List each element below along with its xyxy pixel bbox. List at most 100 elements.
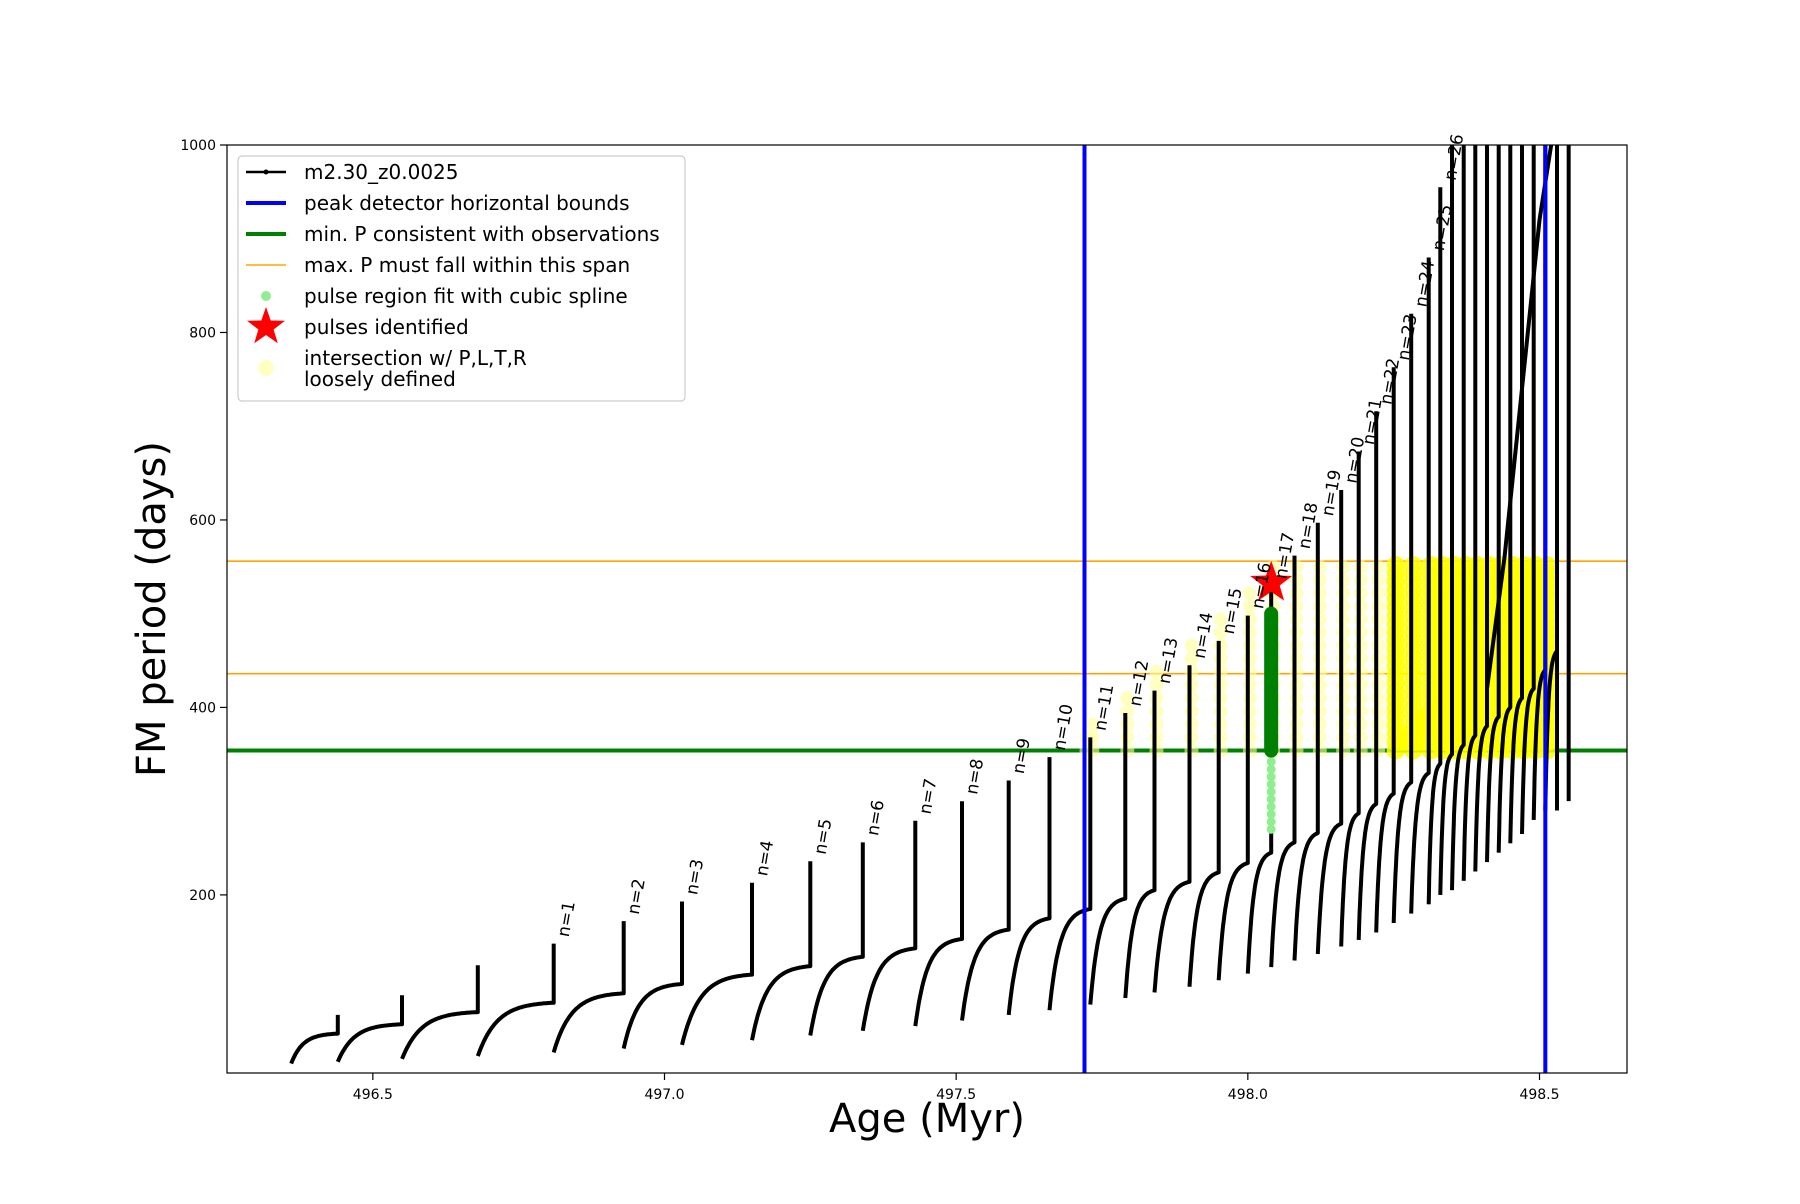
pulse-curve [1450, 145, 1466, 891]
legend-label: m2.30_z0.0025 [304, 160, 459, 184]
pulse-curve [750, 861, 813, 1041]
pulse-curve [1339, 451, 1361, 947]
pulse-curve [1438, 145, 1454, 895]
intersection-marker [1242, 743, 1257, 758]
intersection-marker [1120, 730, 1135, 745]
pulse-curve [1391, 313, 1414, 924]
intersection-marker [1242, 664, 1257, 679]
intersection-marker [1312, 651, 1327, 666]
intersection-marker [1312, 559, 1327, 574]
pulse-curve [1520, 145, 1536, 835]
spline-fit-point [1266, 772, 1276, 782]
intersection-marker [1312, 599, 1327, 614]
intersection-marker [1312, 730, 1327, 745]
intersection-marker [1312, 638, 1327, 653]
legend-label: pulses identified [304, 315, 469, 339]
pulse-curve [680, 882, 754, 1046]
intersection-marker [1213, 612, 1228, 627]
pulse-curve [1216, 615, 1250, 981]
pulse-curve [1269, 555, 1297, 968]
intersection-marker [1312, 677, 1327, 692]
axes: 496.5 497.0 497.5 498.0 498.5 200 400 600 800 100… [180, 138, 1559, 1103]
legend-entry: max. P must fall within this span [246, 253, 630, 277]
legend-entry: intersection w/ P,L,T,R loosely defined [258, 346, 527, 391]
intersection-marker [1120, 743, 1135, 758]
pulse-curve [1315, 490, 1344, 955]
pulse-curve [960, 780, 1011, 1021]
spline-fit-point [1266, 779, 1276, 789]
legend-box [237, 155, 686, 402]
legend-entry: min. P consistent with observations [246, 222, 660, 246]
pulse-identified-star [1250, 560, 1293, 601]
spline-fit-point [1266, 787, 1276, 797]
legend-swatch [247, 307, 285, 344]
intersection-marker [1312, 691, 1327, 706]
legend-entry: pulses identified [247, 307, 469, 344]
legend-label: intersection w/ P,L,T,R loosely defined [304, 346, 527, 391]
legend-label: pulse region fit with cubic spline [304, 284, 628, 308]
intersection-marker [1184, 651, 1199, 666]
legend-label: max. P must fall within this span [304, 253, 630, 277]
intersection-marker [1242, 677, 1257, 692]
intersection-marker [1120, 717, 1135, 732]
x-tick-label: 497.0 [644, 1087, 684, 1103]
x-tick-label: 497.5 [936, 1087, 976, 1103]
intersection-marker [1242, 638, 1257, 653]
pulse-curve [1461, 145, 1478, 881]
pulse-curve [551, 921, 626, 1053]
pulse-curve [1187, 640, 1221, 987]
series-m2.30_z0.0025 [289, 145, 1571, 1065]
spline-fit-point [1266, 817, 1276, 827]
y-axis-label: FM period (days) [129, 441, 175, 777]
intersection-marker [1312, 572, 1327, 587]
intersection-marker [1085, 730, 1100, 745]
x-tick-label: 498.0 [1228, 1087, 1268, 1103]
intersection-marker [1149, 677, 1164, 692]
x-tick-label: 498.5 [1519, 1087, 1559, 1103]
intersection-marker [1312, 612, 1327, 627]
pulse-curve [1292, 522, 1320, 961]
intersection-marker [1242, 717, 1257, 732]
plot-frame [226, 144, 1628, 1074]
legend-swatch-marker [263, 169, 269, 175]
pulse-curve [1473, 145, 1489, 872]
intersection-marker [1242, 586, 1257, 601]
intersection-marker [1242, 704, 1257, 719]
legend-swatch [258, 360, 274, 376]
y-tick-label: 600 [189, 513, 216, 529]
pulse-curve [1088, 713, 1128, 1005]
spline-fit-point [1266, 757, 1276, 767]
intersection-marker [1312, 586, 1327, 601]
intersection-marker [1312, 625, 1327, 640]
y-tick-label: 200 [189, 888, 216, 904]
x-axis-label: Age (Myr) [829, 1096, 1025, 1142]
spline-fit-point [1266, 809, 1276, 819]
pulse-curve [1496, 145, 1513, 853]
pulse-curve [335, 995, 404, 1063]
pulse-curve [1409, 257, 1431, 914]
intersection-marker [1312, 743, 1327, 758]
intersection-marker [1242, 625, 1257, 640]
legend-swatch [261, 291, 271, 301]
pulse-curve [400, 965, 480, 1060]
intersection-marker [1184, 638, 1199, 653]
legend-label: peak detector horizontal bounds [304, 191, 630, 215]
spline-fit-point [1266, 794, 1276, 804]
intersection-marker [1312, 664, 1327, 679]
pulse-curve [1485, 145, 1501, 863]
intersection-marker [1242, 612, 1257, 627]
y-tick-label: 800 [189, 325, 216, 341]
pulse-curve [1152, 665, 1192, 993]
intersection-marker [1085, 743, 1100, 758]
intersection-marker [1085, 717, 1100, 732]
legend-entry: m2.30_z0.0025 [246, 160, 459, 184]
intersection-marker [1242, 691, 1257, 706]
intersection-marker [1242, 599, 1257, 614]
y-tick-label: 1000 [180, 138, 216, 154]
pulse-curve [1123, 690, 1157, 999]
spline-fit-point [1266, 802, 1276, 812]
intersection-marker [1312, 717, 1327, 732]
